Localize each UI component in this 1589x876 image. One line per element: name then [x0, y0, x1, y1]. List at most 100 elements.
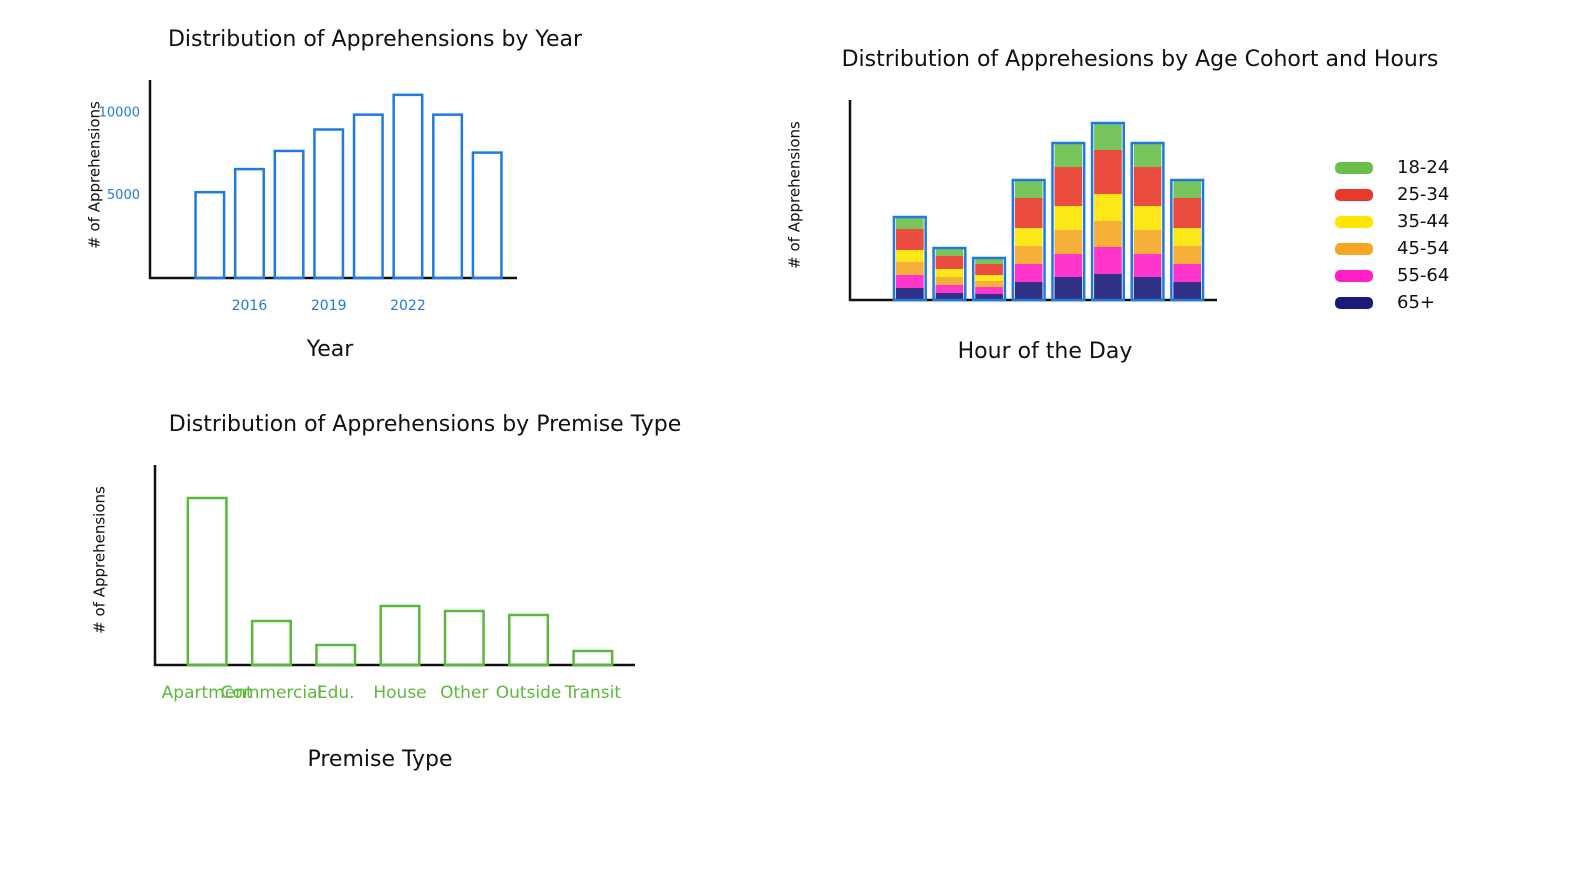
bar-outline [1051, 141, 1086, 302]
x-tick-label: Commercial [221, 683, 323, 703]
bar [194, 190, 226, 280]
x-tick-label: Outside [496, 683, 562, 703]
bar-segment [1054, 230, 1083, 254]
legend-swatch [1335, 297, 1373, 309]
bar-segment [895, 262, 924, 275]
bar-segment [1054, 143, 1083, 167]
bar-outline [1130, 141, 1165, 302]
bar-segment [1014, 198, 1043, 228]
bar [508, 613, 550, 667]
bar-segment [1173, 264, 1202, 282]
legend-label: 35-44 [1397, 211, 1449, 232]
x-tick-label: 2019 [311, 298, 347, 314]
chart-title: Distribution of Apprehensions by Year [168, 27, 583, 52]
bar-segment [975, 258, 1003, 264]
x-axis-label: Hour of the Day [958, 339, 1133, 364]
bar-segment [935, 256, 964, 269]
legend-label: 25-34 [1397, 184, 1449, 205]
bar [250, 619, 292, 667]
bar-segment [975, 264, 1003, 275]
bar-outline [892, 215, 927, 302]
bar-segment [1094, 221, 1122, 247]
legend-label: 45-54 [1397, 238, 1449, 259]
bar-segment [1173, 180, 1202, 198]
bar-segment [1173, 228, 1202, 246]
bar-segment [935, 269, 964, 277]
bar-segment [1094, 194, 1122, 221]
bar-segment [1094, 150, 1122, 194]
bar-outline [1170, 178, 1205, 302]
bar-segment [935, 293, 964, 300]
bar-segment [1054, 167, 1083, 206]
bar-segment [1054, 254, 1083, 277]
bar [273, 149, 305, 280]
bar-segment [1133, 230, 1162, 254]
bar-segment [1014, 180, 1043, 198]
bar-segment [935, 248, 964, 256]
bar-segment [895, 217, 924, 229]
bar [443, 609, 485, 667]
bar [379, 604, 421, 667]
bar-segment [895, 275, 924, 288]
bar [471, 151, 503, 280]
bar-segment [1173, 198, 1202, 228]
y-axis-label: # of Apprehensions [86, 101, 104, 249]
bar-segment [1133, 277, 1162, 300]
legend-swatch [1335, 243, 1373, 255]
bar-outline [971, 256, 1007, 302]
bar-segment [975, 287, 1003, 294]
bar-outline [1090, 121, 1126, 302]
bar-segment [1014, 246, 1043, 264]
bar-segment [935, 285, 964, 293]
legend-swatch [1335, 216, 1373, 228]
x-tick-label: Other [440, 683, 488, 703]
bar-segment [1094, 123, 1122, 150]
x-tick-label: 2016 [232, 298, 268, 314]
bar-segment [895, 229, 924, 250]
bar-segment [1094, 274, 1122, 300]
bar-segment [1014, 264, 1043, 282]
x-tick-label: House [373, 683, 426, 703]
bar-segment [1014, 228, 1043, 246]
y-tick-label: 10000 [99, 106, 140, 121]
x-axis-label: Year [306, 337, 355, 362]
bar-segment [1094, 247, 1122, 274]
chart-title: Distribution of Apprehensions by Premise… [169, 412, 682, 437]
bar-segment [975, 275, 1003, 281]
bar-segment [1014, 282, 1043, 300]
x-tick-label: Edu. [317, 683, 355, 703]
bar [313, 128, 345, 280]
bar-segment [1133, 254, 1162, 277]
bar-segment [1173, 282, 1202, 300]
x-tick-label: 2022 [390, 298, 426, 314]
bar [233, 167, 265, 280]
bar-segment [1054, 277, 1083, 300]
legend-label: 18-24 [1397, 157, 1449, 178]
bar [315, 643, 357, 667]
bar-segment [1054, 206, 1083, 230]
legend-label: 65+ [1397, 292, 1435, 313]
x-axis-label: Premise Type [307, 747, 452, 772]
legend-swatch [1335, 162, 1373, 174]
bar-outline [1011, 178, 1046, 302]
bar-segment [1133, 143, 1162, 167]
legend-label: 55-64 [1397, 265, 1449, 286]
bar [186, 496, 228, 667]
y-axis-label: # of Apprehensions [786, 121, 804, 269]
bar-outline [932, 246, 967, 302]
y-tick-label: 5000 [107, 188, 140, 203]
bar-segment [935, 277, 964, 285]
bar [572, 649, 614, 667]
bar [432, 113, 464, 280]
bar-segment [1173, 246, 1202, 264]
x-tick-label: Apartment [162, 683, 253, 703]
bar-segment [975, 281, 1003, 287]
bar-segment [1133, 206, 1162, 230]
bar [352, 113, 384, 280]
bar-segment [895, 250, 924, 262]
bar-segment [1133, 167, 1162, 206]
bar [392, 93, 424, 280]
y-axis-label: # of Apprehensions [91, 486, 109, 634]
